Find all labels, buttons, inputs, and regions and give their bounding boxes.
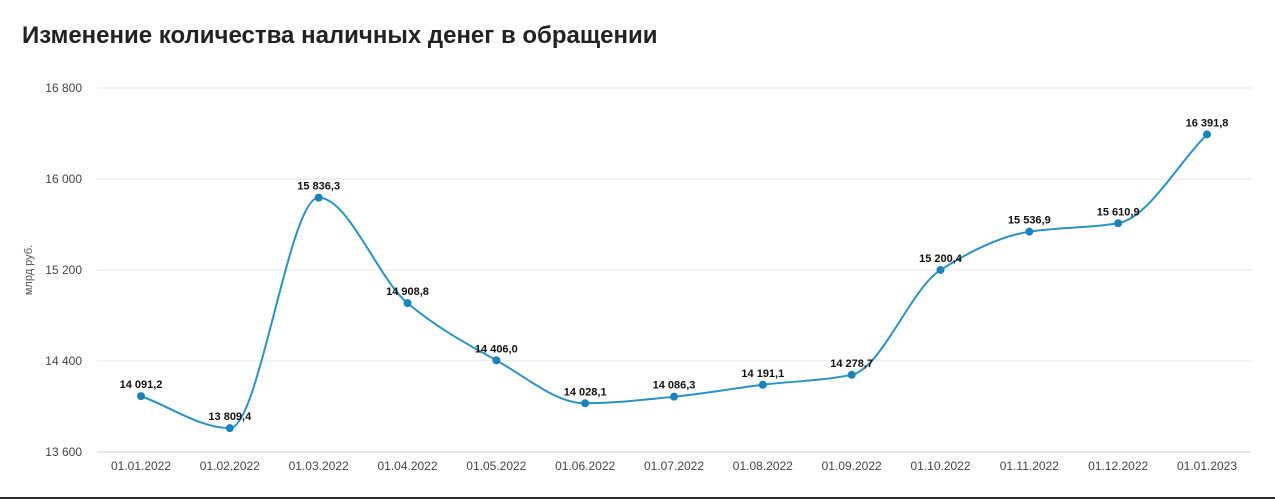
x-tick-label: 01.12.2022: [1088, 459, 1148, 473]
y-tick-label: 15 200: [45, 263, 82, 277]
data-label: 15 836,3: [297, 181, 340, 193]
data-point: [1025, 227, 1034, 236]
data-label: 15 200,4: [919, 253, 963, 265]
data-point: [670, 392, 678, 401]
bottom-divider: [0, 497, 1275, 499]
x-tick-label: 01.06.2022: [555, 459, 615, 473]
x-tick-label: 01.01.2022: [111, 459, 171, 473]
data-point: [1203, 130, 1211, 139]
y-tick-label: 13 600: [45, 445, 82, 459]
data-point: [1114, 219, 1123, 228]
x-tick-label: 01.08.2022: [733, 459, 793, 473]
y-tick-label: 16 800: [45, 81, 82, 95]
x-tick-label: 01.01.2023: [1177, 459, 1237, 473]
data-point: [847, 370, 856, 379]
data-point: [314, 193, 323, 202]
x-tick-label: 01.10.2022: [910, 459, 970, 473]
gridlines: [97, 87, 1251, 453]
y-axis-label: млрд руб.: [23, 245, 35, 295]
data-point: [137, 392, 145, 401]
x-tick-label: 01.07.2022: [644, 459, 704, 473]
data-point: [936, 265, 945, 274]
data-label: 13 809,4: [208, 411, 252, 423]
data-label: 14 278,7: [830, 358, 873, 370]
x-tick-label: 01.11.2022: [1000, 459, 1059, 473]
data-point: [581, 399, 590, 408]
x-tick-label: 01.09.2022: [822, 459, 882, 473]
data-label: 14 086,3: [653, 380, 696, 392]
data-label: 15 536,9: [1008, 215, 1051, 227]
y-tick-label: 16 000: [45, 172, 82, 186]
data-label: 14 191,1: [741, 368, 784, 380]
data-label: 16 391,8: [1186, 117, 1229, 129]
data-point: [403, 299, 412, 308]
x-tick-label: 01.02.2022: [200, 459, 260, 473]
data-label: 15 610,9: [1097, 206, 1140, 218]
data-point: [492, 356, 501, 365]
data-labels: 14 091,2 13 809,4 15 836,3 14 908,8 14 406,0…: [120, 117, 1229, 423]
y-tick-label: 14 400: [45, 354, 82, 368]
data-label: 14 406,0: [475, 343, 518, 355]
y-axis-ticks: 13 600 14 400 15 200 16 000 16 800: [45, 81, 82, 459]
data-label: 14 091,2: [120, 379, 163, 391]
x-tick-label: 01.03.2022: [289, 459, 349, 473]
x-tick-label: 01.04.2022: [377, 459, 437, 473]
data-point: [225, 424, 234, 433]
data-point: [758, 380, 767, 389]
chart-title: Изменение количества наличных денег в об…: [22, 22, 658, 49]
data-label: 14 028,1: [564, 386, 607, 398]
x-axis-ticks: 01.01.2022 01.02.2022 01.03.2022 01.04.2022…: [111, 459, 1237, 473]
x-tick-label: 01.05.2022: [466, 459, 526, 473]
data-points: [137, 130, 1211, 433]
data-label: 14 908,8: [386, 286, 429, 298]
